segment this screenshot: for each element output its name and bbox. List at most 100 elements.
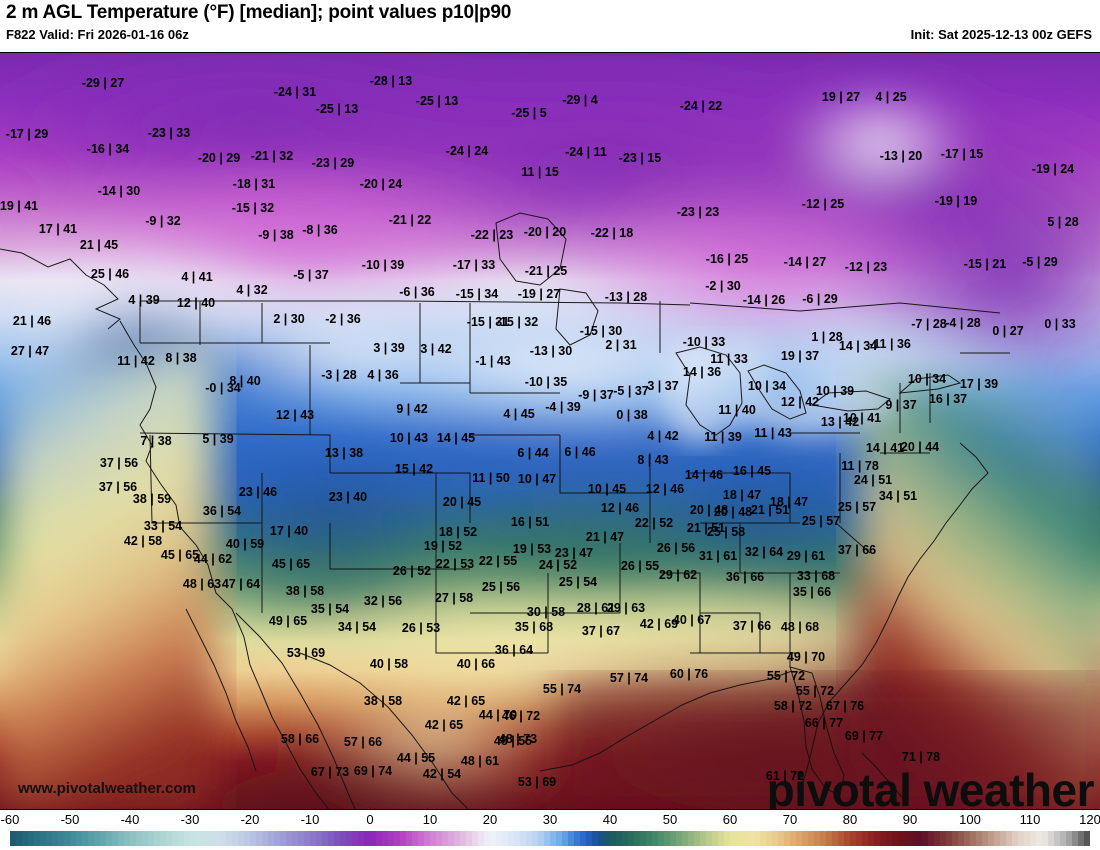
point-value-label: 29 | 63 xyxy=(606,600,646,615)
colorbar-segment xyxy=(448,831,454,846)
colorbar-segment xyxy=(388,831,394,846)
point-value-label: 26 | 55 xyxy=(620,558,660,573)
colorbar-segment xyxy=(796,831,802,846)
point-value-label: -15 | 32 xyxy=(231,200,275,215)
point-value-label: 57 | 74 xyxy=(609,670,649,685)
colorbar-segment xyxy=(118,831,124,846)
colorbar-segment xyxy=(1066,831,1072,846)
point-value-label: 0 | 27 xyxy=(992,323,1024,338)
colorbar-tick-label: 60 xyxy=(722,812,738,827)
point-value-label: -9 | 38 xyxy=(258,227,294,242)
point-value-label: -6 | 36 xyxy=(399,284,435,299)
colorbar-segment xyxy=(1012,831,1018,846)
colorbar-segment xyxy=(22,831,28,846)
point-value-label: -28 | 13 xyxy=(369,73,413,88)
colorbar-segment xyxy=(928,831,934,846)
colorbar-segment xyxy=(316,831,322,846)
colorbar-segment xyxy=(514,831,520,846)
point-value-label: -2 | 36 xyxy=(325,311,361,326)
point-value-label: -15 | 32 xyxy=(495,314,539,329)
point-value-label: -22 | 23 xyxy=(470,227,514,242)
point-value-label: 25 | 46 xyxy=(90,266,130,281)
point-value-label: 12 | 43 xyxy=(275,407,315,422)
point-value-label: 1 | 28 xyxy=(811,329,843,344)
temperature-map[interactable]: -29 | 27 -28 | 13 -24 | 31 -25 | 13 -25 | 5-… xyxy=(0,52,1100,810)
colorbar-segment xyxy=(310,831,316,846)
colorbar-segment xyxy=(664,831,670,846)
colorbar-segment xyxy=(70,831,76,846)
point-value-label: 21 | 51 xyxy=(686,520,726,535)
colorbar-segment xyxy=(106,831,112,846)
point-value-label: 37 | 56 xyxy=(99,455,139,470)
colorbar-segment xyxy=(724,831,730,846)
point-value-label: 48 | 68 xyxy=(780,619,820,634)
colorbar-segment xyxy=(826,831,832,846)
point-value-label: -17 | 15 xyxy=(940,146,984,161)
colorbar-segment xyxy=(58,831,64,846)
colorbar-segment xyxy=(610,831,616,846)
point-value-label: 61 | 72 xyxy=(765,768,805,783)
point-value-label: 10 | 45 xyxy=(587,481,627,496)
colorbar-segment xyxy=(334,831,340,846)
colorbar-segment xyxy=(358,831,364,846)
colorbar-segment xyxy=(286,831,292,846)
point-value-label: 21 | 45 xyxy=(79,237,119,252)
colorbar-segment xyxy=(964,831,970,846)
colorbar-segment xyxy=(436,831,442,846)
colorbar-segment xyxy=(748,831,754,846)
point-value-label: -19 | 19 xyxy=(934,193,978,208)
colorbar-segment xyxy=(934,831,940,846)
colorbar-segment xyxy=(154,831,160,846)
colorbar-segment xyxy=(982,831,988,846)
point-value-label: -19 | 27 xyxy=(517,286,561,301)
point-value-label: 19 | 41 xyxy=(0,198,39,213)
point-value-label: -13 | 28 xyxy=(604,289,648,304)
point-value-label: -12 | 25 xyxy=(801,196,845,211)
colorbar-segment xyxy=(1030,831,1036,846)
colorbar-segment xyxy=(574,831,580,846)
colorbar-segment xyxy=(100,831,106,846)
point-value-label: 23 | 40 xyxy=(328,489,368,504)
colorbar-segment xyxy=(34,831,40,846)
colorbar-segment xyxy=(418,831,424,846)
colorbar-gradient[interactable] xyxy=(10,831,1090,846)
colorbar-tick-label: 100 xyxy=(959,812,981,827)
point-value-label: 4 | 36 xyxy=(367,367,399,382)
point-value-label: 3 | 37 xyxy=(647,378,679,393)
colorbar-segment xyxy=(478,831,484,846)
point-value-label: 22 | 52 xyxy=(634,515,674,530)
point-value-label: 42 | 54 xyxy=(422,766,462,781)
colorbar[interactable]: -60 -50 -40 -30 -20 -10 0 10 20 30 40 50 60 70 80 90 100… xyxy=(0,812,1100,850)
point-value-label: 18 | 47 xyxy=(722,487,762,502)
point-value-label: 38 | 58 xyxy=(363,693,403,708)
point-value-label: -15 | 34 xyxy=(455,286,499,301)
colorbar-tick-label: 20 xyxy=(482,812,498,827)
colorbar-segment xyxy=(268,831,274,846)
colorbar-segment xyxy=(112,831,118,846)
colorbar-segment xyxy=(622,831,628,846)
colorbar-segment xyxy=(580,831,586,846)
colorbar-segment xyxy=(340,831,346,846)
point-value-label: 40 | 66 xyxy=(456,656,496,671)
colorbar-segment xyxy=(1018,831,1024,846)
colorbar-segment xyxy=(424,831,430,846)
point-value-label: 19 | 37 xyxy=(780,348,820,363)
colorbar-segment xyxy=(988,831,994,846)
colorbar-segment xyxy=(550,831,556,846)
colorbar-segment xyxy=(298,831,304,846)
point-value-label: 40 | 67 xyxy=(672,612,712,627)
point-value-label: -5 | 37 xyxy=(613,383,649,398)
colorbar-tick-label: 120 xyxy=(1079,812,1100,827)
colorbar-segment xyxy=(856,831,862,846)
point-value-label: -29 | 4 xyxy=(562,92,598,107)
colorbar-segment xyxy=(256,831,262,846)
point-value-label: 4 | 25 xyxy=(875,89,907,104)
colorbar-segment xyxy=(850,831,856,846)
colorbar-segment xyxy=(892,831,898,846)
point-value-label: 40 | 59 xyxy=(225,536,265,551)
colorbar-segment xyxy=(502,831,508,846)
point-value-label: 4 | 41 xyxy=(181,269,213,284)
point-value-label: -15 | 30 xyxy=(579,323,623,338)
point-value-label: 11 | 43 xyxy=(754,425,792,440)
point-value-label: -16 | 34 xyxy=(86,141,130,156)
